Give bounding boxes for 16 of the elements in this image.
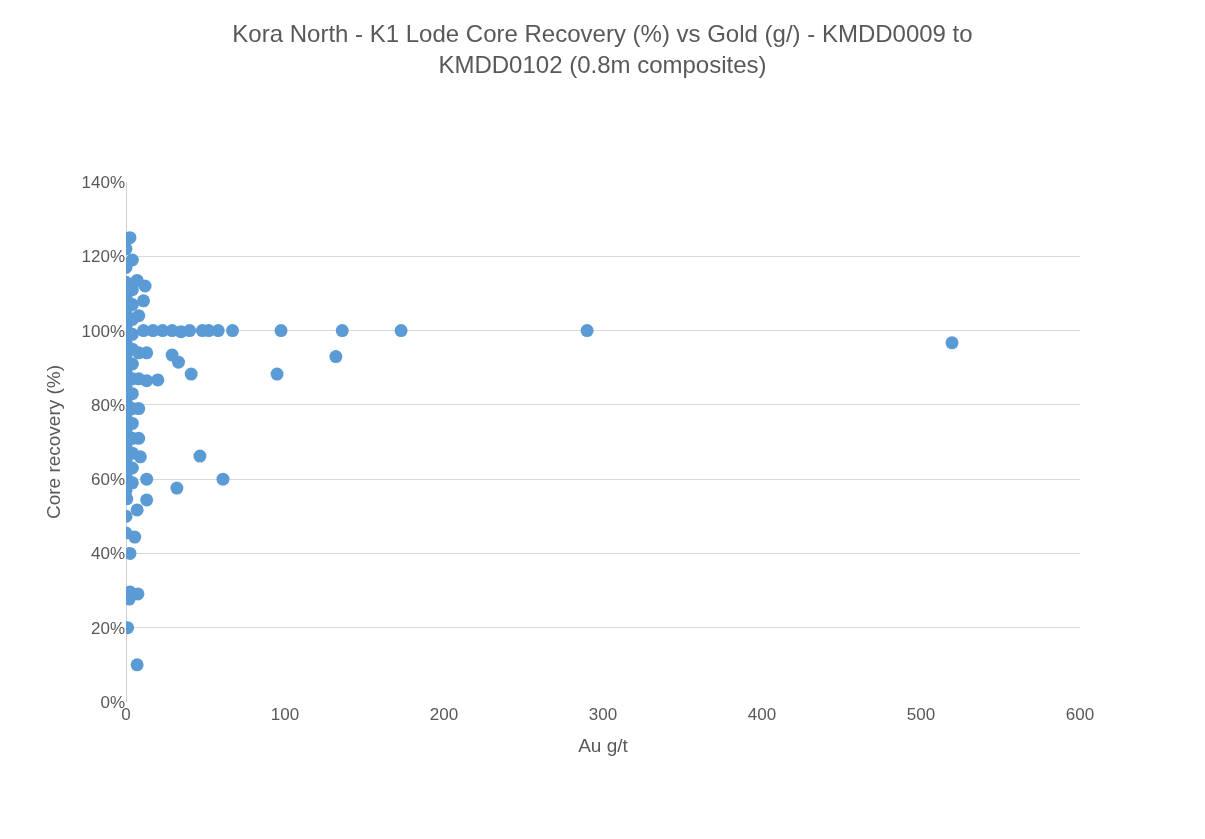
x-axis-title: Au g/t [578, 734, 629, 756]
x-tick-label: 600 [1065, 705, 1095, 724]
y-tick-label: 120% [81, 247, 125, 267]
x-tick-label: 400 [747, 705, 777, 724]
chart-title: Kora North - K1 Lode Core Recovery (%) vs Gold (g/) - KMDD0009 to KMDD0102 (0.8m composites) [232, 19, 973, 79]
y-tick-label: 60% [90, 470, 125, 490]
x-tick-label: 200 [429, 705, 459, 724]
y-tick-label: 140% [81, 172, 125, 192]
y-tick-label: 20% [90, 618, 125, 638]
x-tick-label: 100 [270, 705, 300, 724]
x-tick-label: 500 [906, 705, 936, 724]
x-tick-label: 300 [588, 705, 618, 724]
y-tick-label: 40% [90, 544, 125, 564]
y-axis-title: Core recovery (%) [43, 364, 65, 520]
y-tick-label: 80% [90, 395, 125, 415]
y-tick-label: 100% [81, 321, 125, 341]
